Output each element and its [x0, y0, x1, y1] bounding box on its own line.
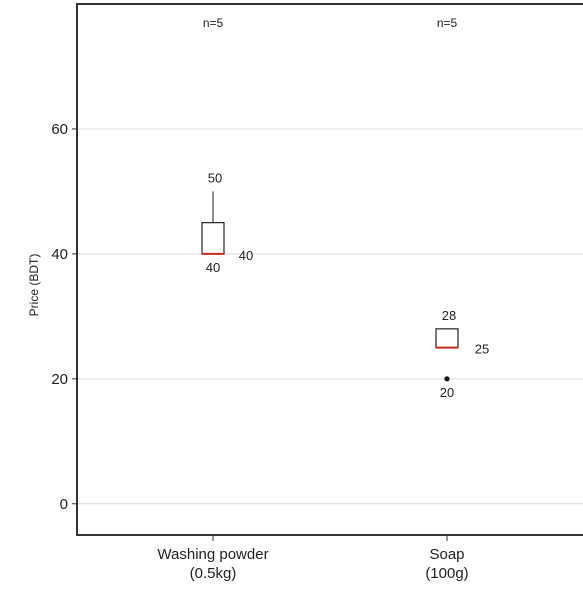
box-1 [435, 328, 459, 349]
n-label-0: n=5 [203, 16, 224, 30]
x-tick-label-line2-1: (100g) [425, 565, 468, 582]
y-axis-label: Price (BDT) [27, 254, 41, 317]
x-tick-label-line2-0: (0.5kg) [190, 565, 237, 582]
y-tick-label-60: 60 [51, 121, 68, 138]
outlier-point-1-0 [444, 376, 450, 382]
value-label-max-1: 28 [442, 308, 456, 323]
x-tick-label-line1-0: Washing powder [157, 546, 268, 563]
x-tick-label-line1-1: Soap [429, 546, 464, 563]
y-tick-label-0: 0 [60, 496, 68, 513]
box-0 [201, 222, 225, 255]
value-label-min-1: 20 [440, 385, 454, 400]
y-tick-label-20: 20 [51, 371, 68, 388]
gridlines [78, 128, 583, 505]
panel-border [76, 3, 583, 536]
value-label-median-0: 40 [239, 248, 253, 263]
value-label-min-0: 40 [206, 260, 220, 275]
y-tick-label-40: 40 [51, 246, 68, 263]
y-axis: 0 20 40 60 [51, 121, 77, 513]
value-label-max-0: 50 [208, 170, 222, 185]
boxes: n=5 50 40 40 n=5 28 25 20 [201, 16, 489, 400]
n-label-1: n=5 [437, 16, 458, 30]
value-label-median-1: 25 [475, 342, 489, 357]
x-axis: Washing powder (0.5kg) Soap (100g) [157, 536, 469, 582]
